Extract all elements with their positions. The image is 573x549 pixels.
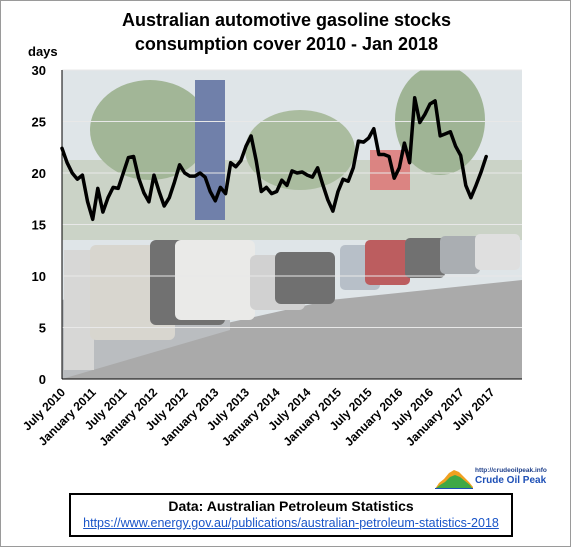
y-tick-label: 10 [32, 269, 46, 284]
chart-title-line-2: consumption cover 2010 - Jan 2018 [134, 34, 439, 54]
source-link[interactable]: https://www.energy.gov.au/publications/a… [83, 516, 499, 530]
logo-name: Crude Oil Peak [475, 475, 547, 486]
series-group [60, 96, 488, 222]
oil-peak-chart-icon [435, 467, 473, 490]
source-label: Data: Australian Petroleum Statistics [168, 498, 414, 514]
chart-title: Australian automotive gasoline stocks co… [0, 8, 573, 56]
logo-url: http://crudeoilpeak.info [475, 467, 547, 474]
y-axis-label: days [28, 44, 58, 59]
y-tick-label: 5 [39, 321, 46, 336]
y-tick-label: 0 [39, 372, 46, 387]
background-photo [62, 70, 522, 379]
y-tick-label: 25 [32, 115, 46, 130]
y-tick-label: 15 [32, 218, 46, 233]
crude-oil-peak-logo: http://crudeoilpeak.info Crude Oil Peak [435, 467, 547, 490]
y-tick-label: 20 [32, 166, 46, 181]
grid-lines [62, 69, 522, 328]
chart-title-line-1: Australian automotive gasoline stocks [121, 10, 452, 30]
source-box: Data: Australian Petroleum Statistics ht… [69, 493, 513, 537]
y-tick-label: 30 [32, 63, 46, 78]
series-line [60, 96, 488, 222]
y-tick-labels: 0 5 10 15 20 25 30 [32, 63, 46, 387]
